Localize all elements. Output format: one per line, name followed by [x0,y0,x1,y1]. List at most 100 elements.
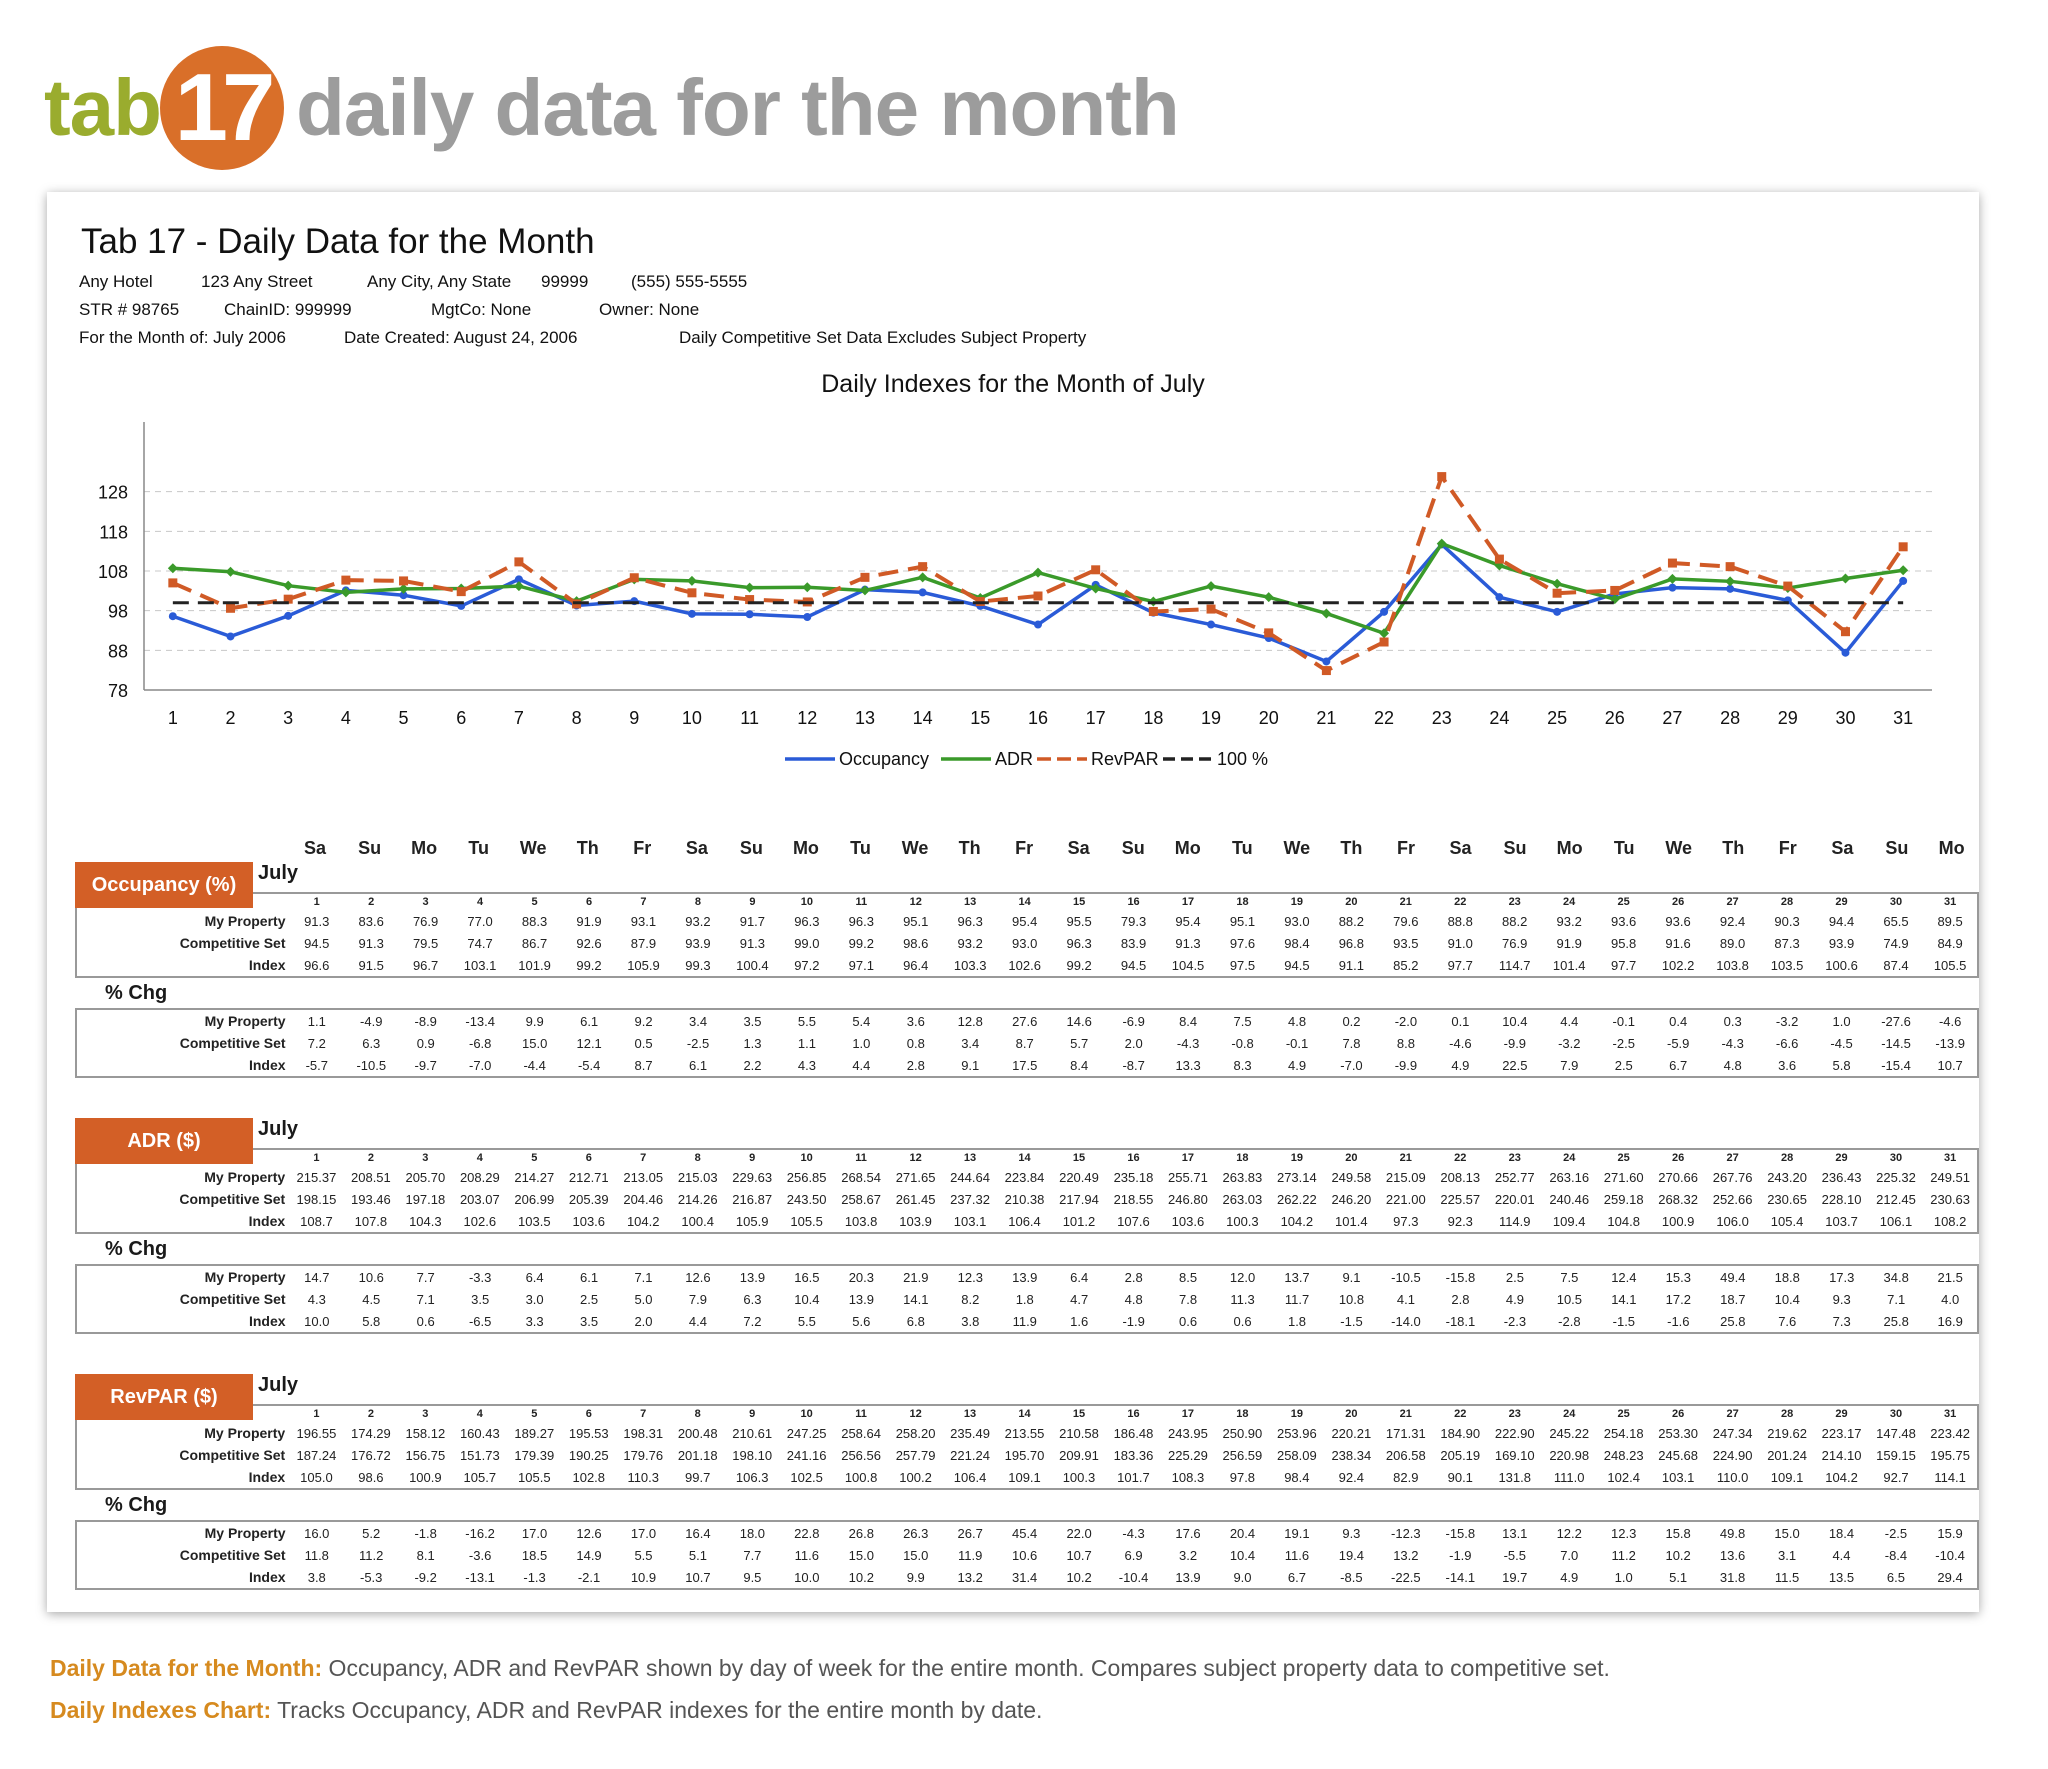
cell: 220.49 [1059,1169,1099,1185]
report-sheet: Tab 17 - Daily Data for the Month Any Ho… [47,192,1979,1612]
cell: 100.4 [736,957,769,973]
day-number: 2 [368,896,375,908]
cell: 105.0 [300,1469,333,1485]
cell: 169.10 [1494,1447,1535,1463]
cell: 93.0 [1012,935,1038,951]
cell: 10.2 [1665,1547,1691,1563]
cell: 215.37 [296,1169,337,1185]
cell: 1.6 [1070,1313,1089,1329]
cell: 96.3 [957,913,983,929]
adr-point [859,585,870,596]
occupancy-pct-table: My Property 1.1 -4.9 -8.9 -13.4 9.9 6.1 9.2 3.4 3… [75,1008,1979,1078]
cell: 197.18 [405,1191,446,1207]
cell: 215.03 [677,1169,718,1185]
cell: 7.1 [416,1291,435,1307]
cell: 16.4 [685,1525,711,1541]
occupancy-point [1726,584,1735,593]
adr-point [686,575,697,586]
cell: 257.79 [895,1447,936,1463]
cell: -9.7 [414,1057,437,1073]
cell: -27.6 [1881,1013,1911,1029]
cell: 204.46 [623,1191,664,1207]
cell: 5.1 [1669,1569,1688,1585]
cell: 250.90 [1222,1425,1263,1441]
cell: 101.7 [1117,1469,1150,1485]
table-row: Index 105.0 98.6 100.9 105.7 105.5 102.8 110.3 9… [76,1466,1978,1489]
cell: 3.1 [1778,1547,1797,1563]
occupancy-section: Occupancy (%) July 1 2 3 4 5 6 7 8 9 10 11 12 13 14 15… [75,862,1979,1078]
cell: 5.5 [797,1013,816,1029]
cell: 248.23 [1603,1447,1644,1463]
cell: 158.12 [405,1425,446,1441]
cell: 262.22 [1276,1191,1317,1207]
cell: 14.9 [576,1547,602,1563]
cell: 93.2 [685,913,711,929]
day-number: 19 [1290,896,1304,908]
day-number: 16 [1127,1152,1140,1164]
adr-point [1090,583,1101,594]
revpar-point [168,578,178,588]
adr-section: ADR ($) July 1 2 3 4 5 6 7 8 9 10 11 12 13 14 15 16 17 18… [75,1118,1979,1334]
day-number: 18 [1236,896,1249,908]
revpar-point [687,588,697,598]
x-tick-label: 23 [1432,708,1452,728]
table-row: My Property 14.7 10.6 7.7 -3.3 6.4 6.1 7.1 12.6 1… [76,1265,1978,1288]
cell: 97.5 [1229,957,1256,973]
cell: 7.1 [634,1269,653,1285]
report-title: Tab 17 - Daily Data for the Month [81,222,595,261]
day-number: 6 [585,1152,592,1164]
day-number: 30 [1889,1152,1903,1164]
cell: 74.7 [467,935,493,951]
footer-text-2: Tracks Occupancy, ADR and RevPAR indexes… [271,1697,1043,1723]
cell: 108.3 [1171,1469,1205,1485]
cell: 2.5 [580,1291,599,1307]
cell: 13.2 [1393,1547,1419,1563]
cell: 10.0 [794,1569,820,1585]
cell: 256.59 [1222,1447,1263,1463]
day-number: 3 [422,1408,429,1420]
cell: 96.3 [794,913,820,929]
cell: 93.6 [1610,913,1637,929]
day-number: 20 [1345,1152,1358,1164]
cell: 96.8 [1338,935,1365,951]
x-tick-label: 12 [797,708,817,728]
hotel-city: Any City, Any State [367,272,512,291]
x-tick-label: 17 [1086,708,1106,728]
cell: 25.8 [1883,1313,1909,1329]
cell: 1.3 [743,1035,762,1051]
revpar-point [1494,554,1504,564]
cell: 258.67 [841,1191,881,1207]
cell: -4.9 [360,1013,383,1029]
cell: 6.3 [743,1291,762,1307]
cell: 91.9 [576,913,602,929]
x-tick-label: 24 [1489,708,1509,728]
cell: 8.7 [634,1057,653,1073]
occupancy-point [168,612,177,621]
occupancy-point [1841,648,1850,657]
day-number: 30 [1889,1408,1903,1420]
cell: 12.4 [1611,1269,1637,1285]
cell: 4.3 [797,1057,816,1073]
cell: 0.9 [416,1035,435,1051]
cell: 176.72 [351,1447,391,1463]
cell: 20.4 [1229,1525,1256,1541]
cell: 7.2 [307,1035,326,1051]
revpar-point [1206,604,1216,614]
day-number: 21 [1399,896,1412,908]
cell: 49.8 [1719,1525,1746,1541]
adr-point [802,582,813,593]
cell: -8.5 [1340,1569,1363,1585]
cell: 210.58 [1059,1425,1099,1441]
cell: 253.96 [1276,1425,1317,1441]
cell: 0.8 [906,1035,925,1051]
cell: 84.9 [1937,935,1963,951]
cell: 13.3 [1175,1057,1201,1073]
day-number: 12 [909,1152,922,1164]
cell: 25.8 [1720,1313,1746,1329]
cell: 221.24 [950,1447,990,1463]
month-label: July [258,1374,299,1396]
cell: 98.4 [1284,1469,1310,1485]
cell: 235.18 [1113,1169,1154,1185]
y-tick-label: 98 [108,602,128,622]
cell: 254.18 [1603,1425,1644,1441]
